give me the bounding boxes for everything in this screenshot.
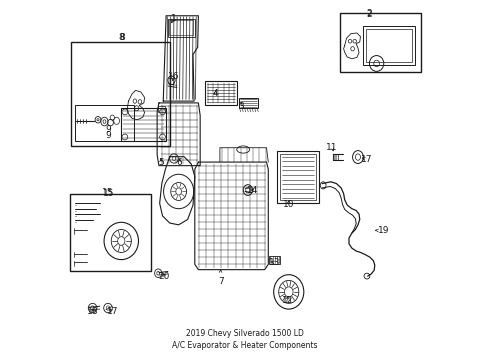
Text: 6: 6 — [177, 158, 183, 167]
Text: 8: 8 — [119, 33, 124, 42]
Text: 19: 19 — [375, 226, 390, 235]
Bar — [340, 13, 421, 72]
Text: 16: 16 — [168, 72, 179, 81]
Text: 17: 17 — [107, 307, 119, 316]
Bar — [364, 26, 416, 65]
Text: 18: 18 — [87, 307, 98, 316]
Bar — [366, 30, 412, 62]
Text: 4: 4 — [213, 89, 219, 98]
Text: 2019 Chevy Silverado 1500 LD
A/C Evaporator & Heater Components: 2019 Chevy Silverado 1500 LD A/C Evapora… — [172, 329, 318, 350]
Text: 13: 13 — [269, 258, 280, 267]
Bar — [169, 20, 194, 36]
Bar — [168, 19, 195, 37]
Text: 20: 20 — [159, 271, 170, 280]
Bar — [270, 256, 280, 264]
Text: 14: 14 — [247, 185, 259, 194]
Text: 11: 11 — [326, 143, 338, 152]
Text: 1: 1 — [171, 14, 177, 23]
Text: 15: 15 — [102, 188, 114, 197]
Text: 5: 5 — [158, 158, 164, 167]
Bar — [70, 194, 151, 271]
Text: 3: 3 — [238, 102, 244, 111]
Bar — [74, 105, 134, 140]
Text: 9: 9 — [105, 125, 111, 134]
Bar — [239, 98, 258, 108]
Text: 8: 8 — [120, 33, 125, 42]
Bar — [122, 108, 166, 140]
Text: 10: 10 — [283, 200, 294, 209]
Text: 12: 12 — [282, 296, 293, 305]
Text: 9: 9 — [105, 131, 111, 140]
Text: 15: 15 — [103, 189, 115, 198]
Bar — [158, 107, 166, 112]
Bar — [277, 151, 318, 203]
Text: 7: 7 — [218, 270, 223, 285]
Bar — [71, 42, 170, 146]
Bar — [280, 154, 316, 201]
Text: 2: 2 — [366, 9, 371, 18]
Text: 17: 17 — [361, 155, 372, 164]
Bar — [205, 81, 237, 105]
Text: 2: 2 — [366, 10, 371, 19]
